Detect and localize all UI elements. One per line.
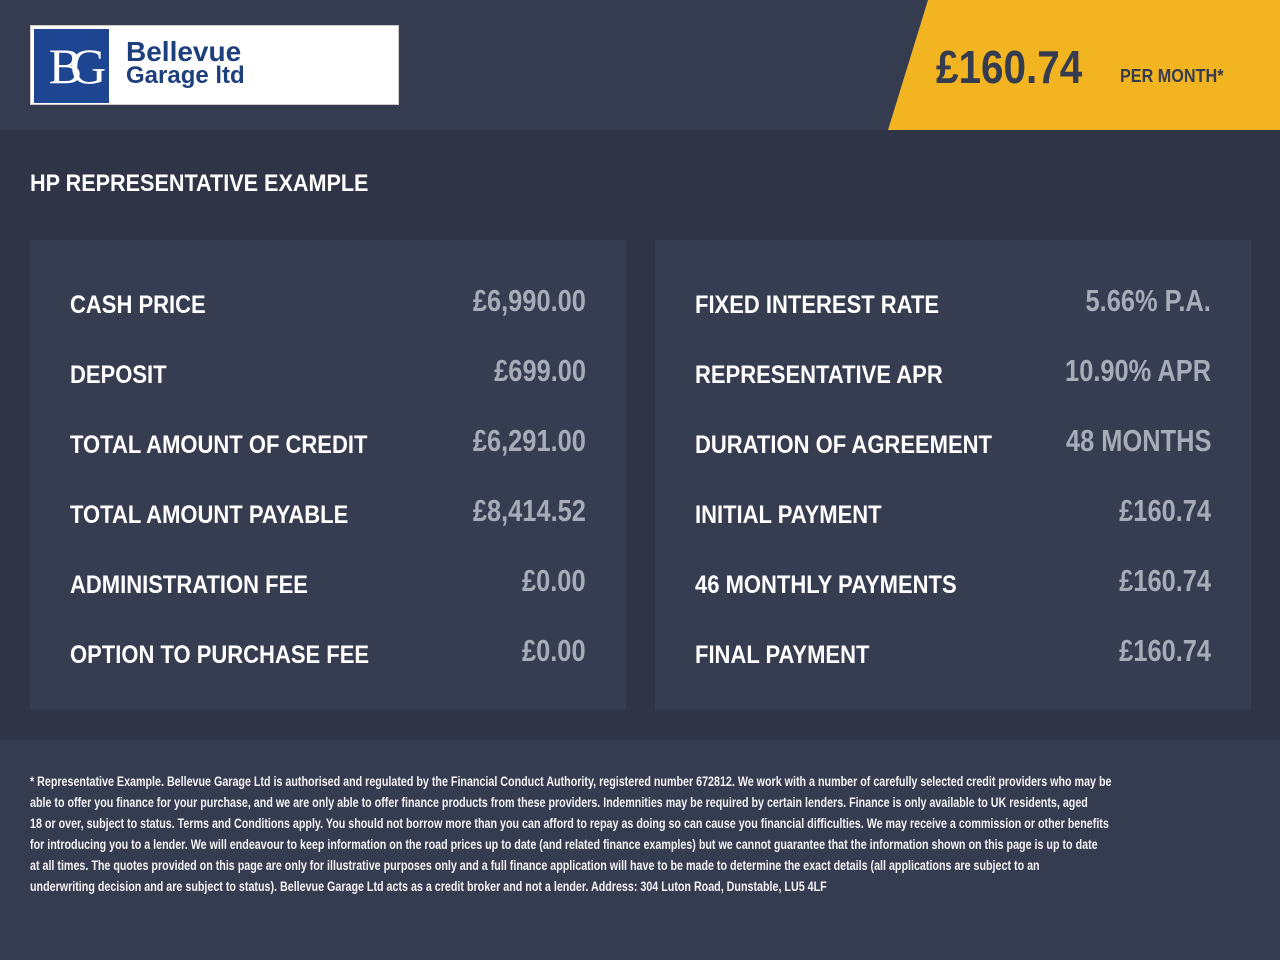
finance-label: REPRESENTATIVE APR <box>695 360 943 389</box>
disclaimer-line: underwriting decision and are subject to… <box>30 879 827 894</box>
finance-value: £6,990.00 <box>472 283 586 318</box>
logo-name-line2: Garage ltd <box>126 62 245 89</box>
finance-row: CASH PRICE £6,990.00 <box>70 270 586 340</box>
monthly-price: £160.74 <box>936 41 1083 93</box>
finance-row: INITIAL PAYMENT £160.74 <box>695 480 1211 550</box>
finance-row: DEPOSIT £699.00 <box>70 340 586 410</box>
finance-value: £8,414.52 <box>472 493 586 528</box>
finance-row: FINAL PAYMENT £160.74 <box>695 620 1211 690</box>
disclaimer-line: * Representative Example. Bellevue Garag… <box>30 774 1112 789</box>
finance-label: INITIAL PAYMENT <box>695 500 882 529</box>
disclaimer-line: able to offer you finance for your purch… <box>30 795 1088 810</box>
finance-value: £6,291.00 <box>472 423 586 458</box>
finance-value: 48 MONTHS <box>1065 423 1211 458</box>
finance-value: £160.74 <box>1119 633 1211 668</box>
finance-label: DURATION OF AGREEMENT <box>695 430 992 459</box>
monthly-price-badge: £160.74 PER MONTH* <box>888 0 1280 130</box>
finance-label: ADMINISTRATION FEE <box>70 570 308 599</box>
finance-panel-right: FIXED INTEREST RATE 5.66% P.A. REPRESENTAT… <box>655 240 1251 710</box>
company-logo[interactable]: BG Bellevue Garage ltd <box>30 25 399 105</box>
logo-name-line1: Bellevue <box>126 36 242 67</box>
finance-label: 46 MONTHLY PAYMENTS <box>695 570 957 599</box>
header: BG Bellevue Garage ltd £160.74 PER MONTH… <box>0 0 1280 130</box>
finance-row: TOTAL AMOUNT OF CREDIT £6,291.00 <box>70 410 586 480</box>
finance-label: FIXED INTEREST RATE <box>695 290 940 319</box>
finance-row: 46 MONTHLY PAYMENTS £160.74 <box>695 550 1211 620</box>
finance-label: TOTAL AMOUNT OF CREDIT <box>70 430 368 459</box>
finance-label: FINAL PAYMENT <box>695 640 870 669</box>
finance-row: OPTION TO PURCHASE FEE £0.00 <box>70 620 586 690</box>
logo-wordmark: Bellevue Garage ltd <box>126 36 245 89</box>
section-title: HP REPRESENTATIVE EXAMPLE <box>30 170 369 197</box>
finance-row: REPRESENTATIVE APR 10.90% APR <box>695 340 1211 410</box>
finance-value: £0.00 <box>522 563 586 598</box>
disclaimer-line: 18 or over, subject to status. Terms and… <box>30 816 1109 831</box>
finance-value: £160.74 <box>1119 493 1211 528</box>
finance-value: £0.00 <box>522 633 586 668</box>
finance-panel-left: CASH PRICE £6,990.00 DEPOSIT £699.00 TOTAL A… <box>30 240 626 710</box>
disclaimer-line: for introducing you to a lender. We will… <box>30 837 1098 852</box>
logo-monogram: BG <box>34 29 109 103</box>
disclaimer: * Representative Example. Bellevue Garag… <box>0 740 1280 960</box>
disclaimer-line: at all times. The quotes provided on thi… <box>30 858 1040 873</box>
finance-label: DEPOSIT <box>70 360 167 389</box>
finance-value: 10.90% APR <box>1064 353 1211 388</box>
finance-label: OPTION TO PURCHASE FEE <box>70 640 370 669</box>
finance-label: CASH PRICE <box>70 290 206 319</box>
finance-label: TOTAL AMOUNT PAYABLE <box>70 500 349 529</box>
finance-value: £699.00 <box>494 353 586 388</box>
finance-value: 5.66% P.A. <box>1085 283 1211 318</box>
finance-row: FIXED INTEREST RATE 5.66% P.A. <box>695 270 1211 340</box>
finance-value: £160.74 <box>1119 563 1211 598</box>
finance-row: ADMINISTRATION FEE £0.00 <box>70 550 586 620</box>
finance-row: TOTAL AMOUNT PAYABLE £8,414.52 <box>70 480 586 550</box>
per-month-label: PER MONTH* <box>1120 66 1224 86</box>
finance-row: DURATION OF AGREEMENT 48 MONTHS <box>695 410 1211 480</box>
